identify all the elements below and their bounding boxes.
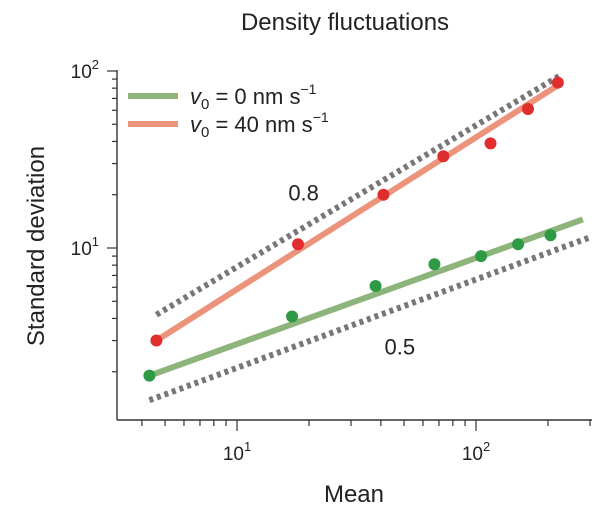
data-point-series-1 [292, 238, 305, 251]
legend-sup: −1 [313, 109, 329, 125]
y-axis-label: Standard deviation [23, 146, 50, 346]
y-tick-label-exp: 2 [92, 57, 99, 72]
data-point-series-0 [512, 238, 525, 251]
data-point-series-1 [377, 188, 390, 201]
x-tick-label-exp: 1 [244, 439, 251, 454]
legend-entry: v0 = 0 nm s−1 [190, 81, 317, 113]
x-tick-label-exp: 2 [483, 439, 490, 454]
guide-line-slope [148, 234, 592, 404]
fit-line-series-0 [148, 216, 584, 379]
y-tick-label-base: 10 [71, 62, 92, 83]
y-tick-label: 101 [71, 234, 99, 260]
legend-entry: v0 = 40 nm s−1 [190, 109, 329, 141]
data-point-series-1 [521, 102, 534, 115]
data-point-series-1 [551, 76, 564, 89]
data-point-series-0 [428, 258, 441, 271]
data-point-series-0 [544, 229, 557, 242]
x-tick-label-base: 10 [462, 444, 483, 465]
x-tick-label-base: 10 [223, 444, 244, 465]
data-points [143, 76, 564, 382]
legend: v0 = 0 nm s−1v0 = 40 nm s−1 [128, 81, 329, 141]
data-point-series-0 [286, 310, 299, 323]
legend-eq: = 0 nm s [209, 84, 300, 109]
data-point-series-0 [475, 250, 488, 263]
data-point-series-1 [437, 150, 450, 163]
data-point-series-1 [484, 137, 497, 150]
x-tick-label: 102 [462, 439, 490, 465]
legend-sub: 0 [201, 124, 209, 141]
data-point-series-0 [369, 279, 382, 292]
fit-line-series-1 [154, 82, 560, 344]
legend-eq: = 40 nm s [209, 112, 312, 137]
legend-var: v [190, 112, 203, 137]
guide-line-label: 0.5 [385, 335, 416, 360]
x-axis-ticks: 101 102 [141, 420, 591, 465]
guide-line-label: 0.8 [288, 181, 319, 206]
y-tick-label-base: 10 [71, 239, 92, 260]
data-point-series-1 [150, 334, 163, 347]
legend-sup: −1 [300, 81, 316, 97]
guide-line-slope [154, 71, 564, 318]
x-tick-label: 101 [223, 439, 251, 465]
legend-var: v [190, 84, 203, 109]
guide-lines: 0.8 0.5 [148, 71, 592, 404]
chart-title: Density fluctuations [241, 9, 449, 36]
data-point-series-0 [143, 369, 156, 382]
y-tick-label-exp: 1 [92, 234, 99, 249]
legend-sub: 0 [201, 96, 209, 113]
y-tick-label: 102 [71, 57, 99, 83]
fit-lines [148, 82, 584, 379]
x-axis-label: Mean [324, 481, 384, 508]
